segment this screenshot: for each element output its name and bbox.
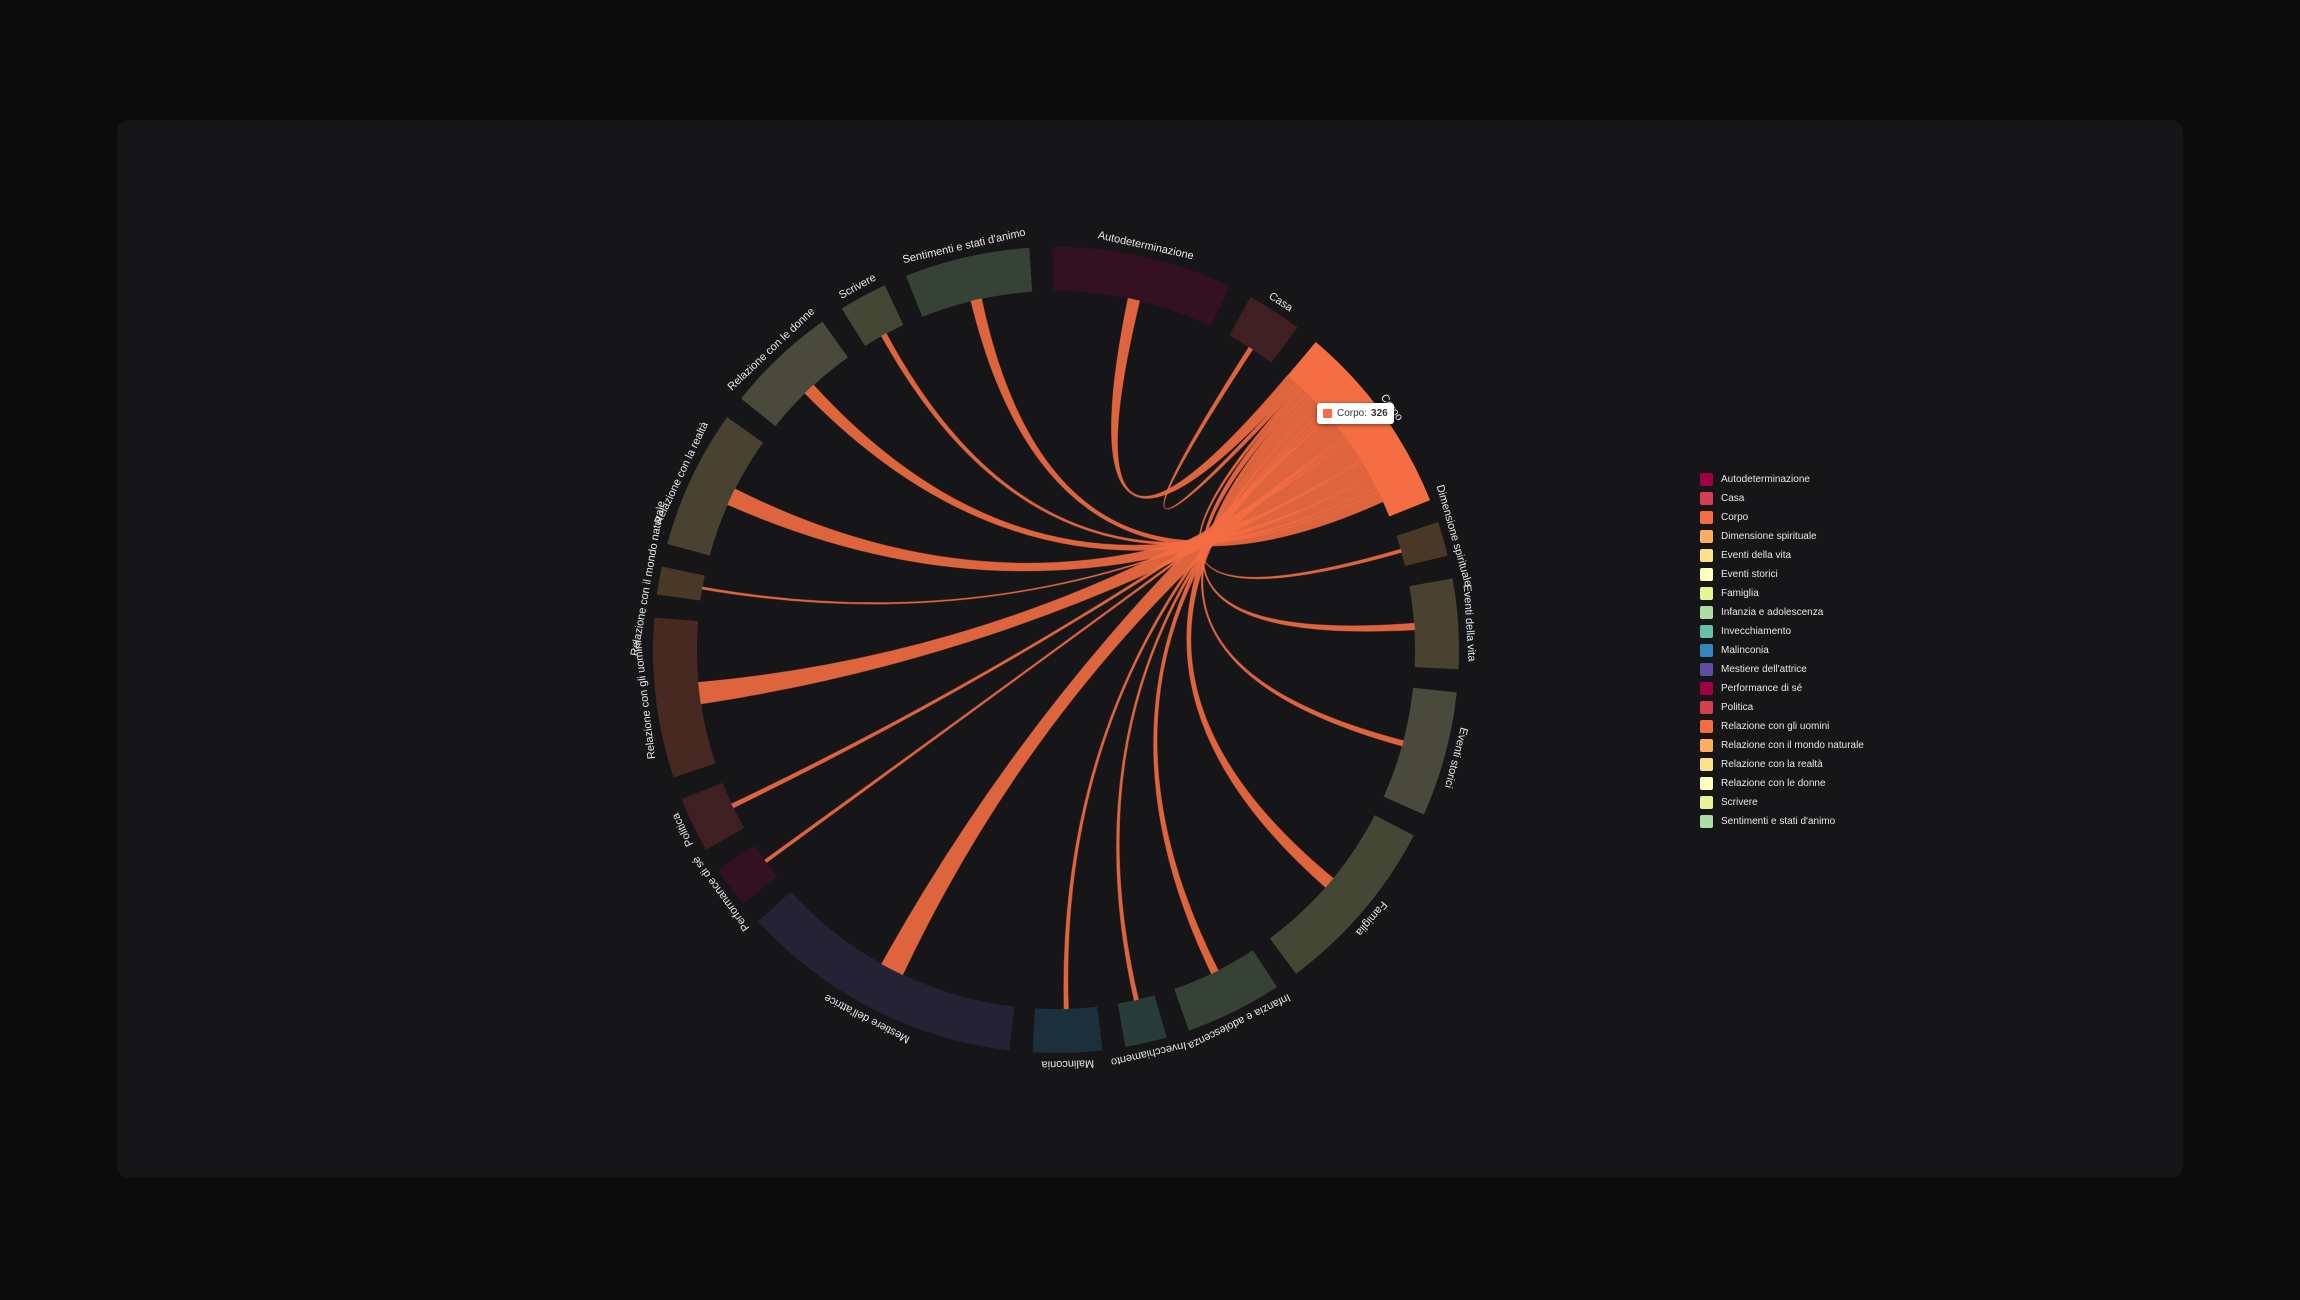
tooltip: Corpo: 326 [1317, 403, 1394, 424]
legend-item[interactable]: Malinconia [1700, 641, 1864, 660]
legend-item[interactable]: Dimensione spirituale [1700, 527, 1864, 546]
legend-swatch [1700, 644, 1713, 657]
legend-label: Eventi storici [1721, 569, 1778, 580]
legend-swatch [1700, 568, 1713, 581]
group-arc [1409, 578, 1459, 670]
legend-label: Corpo [1721, 512, 1749, 523]
legend-item[interactable]: Relazione con la realtà [1700, 755, 1864, 774]
group-arc [1174, 950, 1277, 1031]
group-label-wrap: Eventi della vita [1461, 584, 1478, 663]
legend-item[interactable]: Casa [1700, 489, 1864, 508]
group-label: Invecchiamento [1110, 1039, 1188, 1068]
legend-item[interactable]: Eventi storici [1700, 565, 1864, 584]
legend-label: Relazione con la realtà [1721, 759, 1823, 770]
chord [1111, 297, 1298, 499]
legend-item[interactable]: Relazione con gli uomini [1700, 717, 1864, 736]
legend-item[interactable]: Sentimenti e stati d'animo [1700, 812, 1864, 831]
group-label: Eventi della vita [1461, 584, 1478, 663]
legend-swatch [1700, 492, 1713, 505]
legend-swatch [1700, 606, 1713, 619]
legend-label: Famiglia [1721, 588, 1759, 599]
tooltip-value: 326 [1371, 408, 1388, 419]
tooltip-label: Corpo: [1337, 408, 1368, 419]
legend-swatch [1700, 758, 1713, 771]
chords [697, 297, 1415, 1010]
legend-item[interactable]: Infanzia e adolescenza [1700, 603, 1864, 622]
legend-swatch [1700, 777, 1713, 790]
group-arc [681, 782, 745, 850]
group-arc [1287, 341, 1431, 517]
legend-label: Mestiere dell'attrice [1721, 664, 1807, 675]
group-arc [1396, 521, 1448, 566]
legend-swatch [1700, 796, 1713, 809]
legend-label: Autodeterminazione [1721, 474, 1810, 485]
group-arc [1052, 247, 1230, 327]
legend-item[interactable]: Politica [1700, 698, 1864, 717]
legend-swatch [1700, 701, 1713, 714]
chord [970, 298, 1384, 547]
legend: Autodeterminazione Casa Corpo Dimensione sp… [1700, 470, 1864, 831]
group-label-wrap: Invecchiamento [1110, 1039, 1188, 1068]
legend-label: Sentimenti e stati d'animo [1721, 816, 1836, 827]
legend-swatch [1700, 625, 1713, 638]
group-arc [1117, 995, 1167, 1047]
legend-item[interactable]: Performance di sé [1700, 679, 1864, 698]
chord [1163, 346, 1301, 510]
legend-item[interactable]: Corpo [1700, 508, 1864, 527]
arcs [652, 247, 1459, 1053]
legend-label: Invecchiamento [1721, 626, 1792, 637]
group-arc [741, 321, 848, 427]
legend-label: Politica [1721, 702, 1754, 713]
legend-label: Scrivere [1721, 797, 1758, 808]
group-label-wrap: Malinconia [1040, 1057, 1094, 1071]
legend-swatch [1700, 720, 1713, 733]
legend-item[interactable]: Scrivere [1700, 793, 1864, 812]
panel [117, 120, 2183, 1178]
legend-swatch [1700, 815, 1713, 828]
legend-item[interactable]: Autodeterminazione [1700, 470, 1864, 489]
legend-swatch [1700, 587, 1713, 600]
legend-item[interactable]: Mestiere dell'attrice [1700, 660, 1864, 679]
group-arc [841, 285, 904, 346]
group-arc [656, 566, 705, 601]
legend-swatch [1700, 549, 1713, 562]
legend-label: Relazione con il mondo naturale [1721, 740, 1864, 751]
legend-swatch [1700, 511, 1713, 524]
legend-swatch [1700, 682, 1713, 695]
group-arc [652, 617, 716, 778]
legend-label: Dimensione spirituale [1721, 531, 1817, 542]
legend-swatch [1700, 530, 1713, 543]
legend-swatch [1700, 739, 1713, 752]
legend-item[interactable]: Invecchiamento [1700, 622, 1864, 641]
group-arc [1269, 815, 1414, 974]
legend-swatch [1700, 473, 1713, 486]
group-arc [1032, 1006, 1103, 1053]
group-arc [718, 845, 778, 904]
legend-item[interactable]: Famiglia [1700, 584, 1864, 603]
group-arc [1229, 297, 1298, 363]
legend-item[interactable]: Relazione con il mondo naturale [1700, 736, 1864, 755]
group-label: Malinconia [1040, 1057, 1094, 1071]
legend-label: Casa [1721, 493, 1745, 504]
group-arc [1383, 687, 1457, 815]
legend-label: Eventi della vita [1721, 550, 1792, 561]
legend-label: Relazione con gli uomini [1721, 721, 1830, 732]
group-arc [758, 891, 1015, 1051]
tooltip-swatch [1323, 409, 1332, 418]
group-arc [905, 247, 1033, 317]
legend-label: Relazione con le donne [1721, 778, 1826, 789]
legend-label: Malinconia [1721, 645, 1769, 656]
legend-swatch [1700, 663, 1713, 676]
legend-item[interactable]: Eventi della vita [1700, 546, 1864, 565]
legend-label: Performance di sé [1721, 683, 1803, 694]
legend-item[interactable]: Relazione con le donne [1700, 774, 1864, 793]
group-arc [667, 417, 763, 556]
legend-label: Infanzia e adolescenza [1721, 607, 1824, 618]
